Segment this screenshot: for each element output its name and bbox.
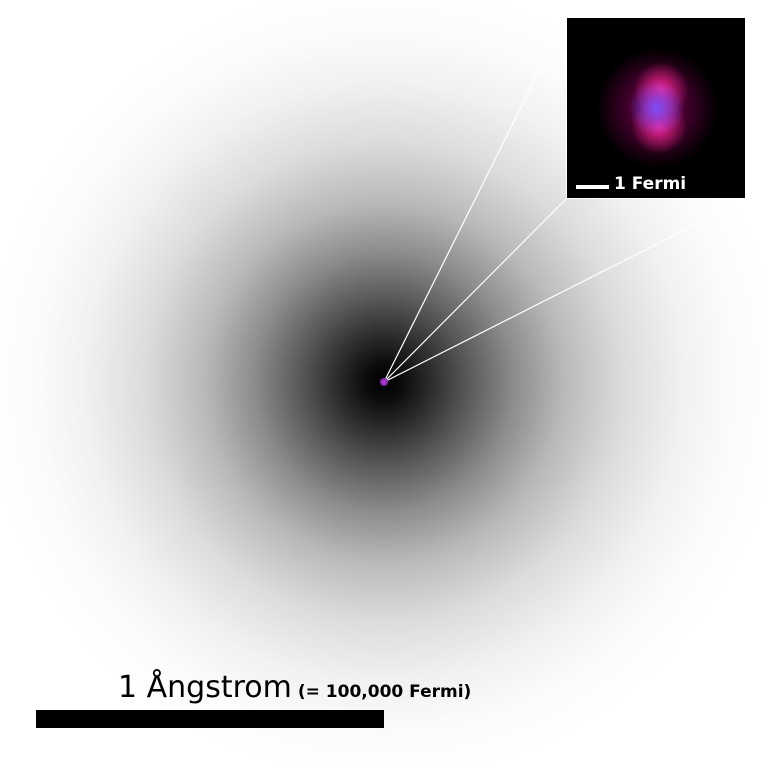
main-scale-bar xyxy=(36,710,384,728)
nucleus-zoom-inset: 1 Fermi xyxy=(566,17,746,199)
inset-scale-bar xyxy=(576,185,609,189)
zoom-line-middle xyxy=(383,198,567,383)
zoom-line-top xyxy=(383,16,567,383)
main-scale-primary-label: 1 Ångstrom xyxy=(118,670,292,705)
nucleus-glow xyxy=(597,48,717,168)
inset-scale-label: 1 Fermi xyxy=(614,174,687,194)
zoom-line-bottom xyxy=(383,198,747,383)
main-scale-label: 1 Ångstrom (= 100,000 Fermi) xyxy=(118,670,471,706)
nucleus-dot xyxy=(380,378,388,386)
main-scale-secondary-label: (= 100,000 Fermi) xyxy=(297,682,472,702)
